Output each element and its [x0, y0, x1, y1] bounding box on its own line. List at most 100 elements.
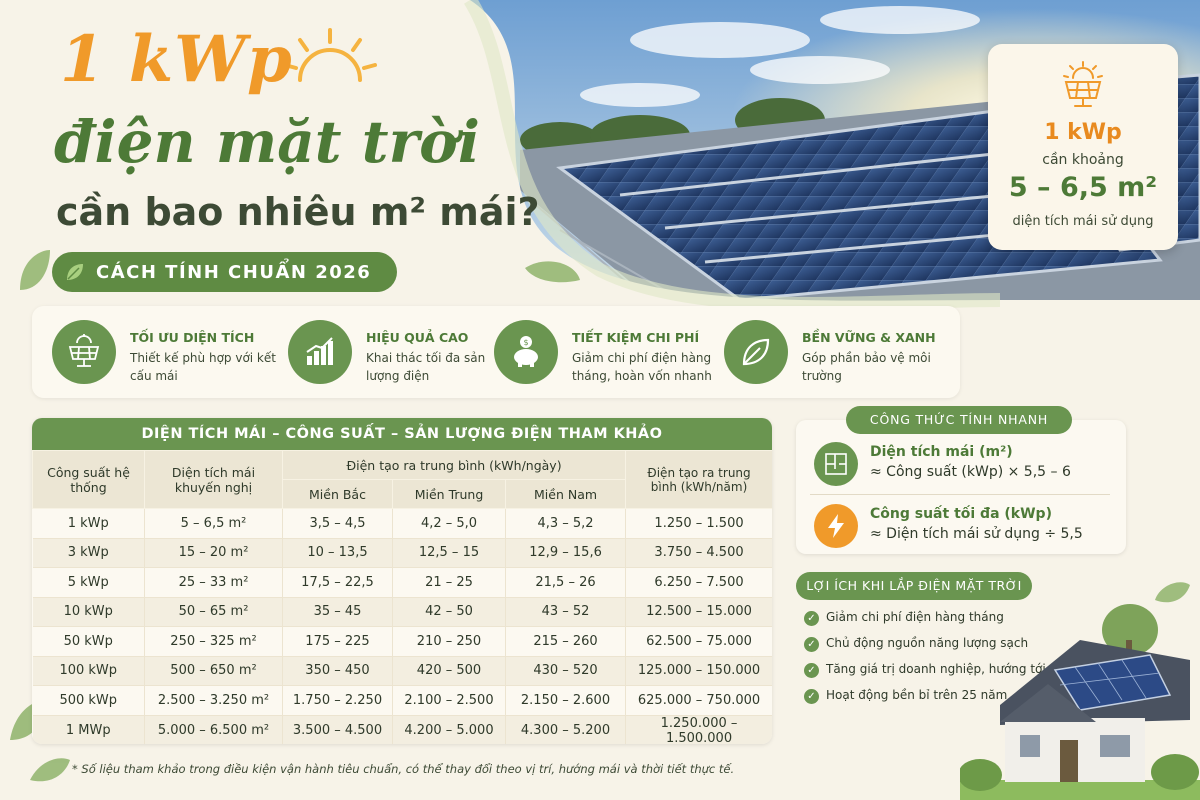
table-cell: 4,2 – 5,0: [392, 508, 506, 539]
table-cell: 100 kWp: [32, 656, 145, 686]
table-cell: 125.000 – 150.000: [625, 656, 772, 686]
data-table: Công suất hệ thống Diện tích mái khuyến …: [32, 450, 772, 744]
summary-area: 5 – 6,5 m²: [1008, 172, 1158, 203]
table-cell: 1 MWp: [32, 715, 145, 744]
formula-area-label: Diện tích mái (m²): [870, 444, 1013, 460]
table-cell: 50 – 65 m²: [144, 597, 283, 627]
table-cell: 420 – 500: [392, 656, 506, 686]
table-cell: 1 kWp: [32, 508, 145, 539]
feature-saving: $ TIẾT KIỆM CHI PHÍ Giảm chi phí điện hà…: [494, 306, 724, 398]
feature-title: TIẾT KIỆM CHI PHÍ: [572, 330, 700, 345]
table-cell: 42 – 50: [392, 597, 506, 627]
feature-title: TỐI ƯU DIỆN TÍCH: [130, 330, 255, 345]
table-cell: 3 kWp: [32, 538, 145, 568]
formula-power: Công suất tối đa (kWp) ≈ Diện tích mái s…: [814, 504, 1114, 554]
bar-chart-icon: [288, 320, 352, 384]
header-capacity: Công suất hệ thống: [32, 450, 145, 509]
table-cell: 2.500 – 3.250 m²: [144, 685, 283, 716]
table-cell: 175 – 225: [282, 626, 393, 657]
table-cell: 25 – 33 m²: [144, 567, 283, 598]
feature-desc: Khai thác tối đa sản lượng điện: [366, 351, 486, 383]
table-row: 100 kWp 500 – 650 m² 350 – 450 420 – 500 430…: [32, 656, 772, 686]
table-row: 500 kWp 2.500 – 3.250 m² 1.750 – 2.250 2.10…: [32, 685, 772, 716]
table-cell: 5.000 – 6.500 m²: [144, 715, 283, 744]
formula-title: CÔNG THỨC TÍNH NHANH: [846, 406, 1072, 434]
table-cell: 5 – 6,5 m²: [144, 508, 283, 539]
feature-desc: Thiết kế phù hợp với kết cấu mái: [130, 351, 276, 383]
table-cell: 35 – 45: [282, 597, 393, 627]
features-strip: TỐI ƯU DIỆN TÍCH Thiết kế phù hợp với kế…: [32, 306, 960, 398]
house-illustration: [960, 604, 1200, 800]
table-cell: 350 – 450: [282, 656, 393, 686]
feature-efficiency: HIỆU QUẢ CAO Khai thác tối đa sản lượng …: [288, 306, 488, 398]
reference-table: DIỆN TÍCH MÁI – CÔNG SUẤT – SẢN LƯỢNG ĐI…: [32, 418, 772, 744]
summary-desc: diện tích mái sử dụng: [1012, 214, 1154, 229]
table-cell: 21 – 25: [392, 567, 506, 598]
feature-title: HIỆU QUẢ CAO: [366, 330, 469, 345]
header-area: Diện tích mái khuyến nghị: [144, 450, 283, 509]
summary-capacity: 1 kWp: [1044, 120, 1122, 145]
method-label: CÁCH TÍNH CHUẨN 2026: [96, 261, 372, 283]
method-badge: CÁCH TÍNH CHUẨN 2026: [52, 252, 397, 292]
table-cell: 1.250 – 1.500: [625, 508, 772, 539]
summary-need: cần khoảng: [1042, 152, 1124, 168]
table-row: 5 kWp 25 – 33 m² 17,5 – 22,5 21 – 25 21,5 – …: [32, 567, 772, 598]
table-cell: 5 kWp: [32, 567, 145, 598]
title-question: cần bao nhiêu m² mái?: [56, 190, 540, 234]
feature-desc: Góp phần bảo vệ môi trường: [802, 351, 931, 383]
solar-panel-icon: [1063, 61, 1103, 107]
svg-text:$: $: [523, 338, 528, 347]
table-cell: 1.750 – 2.250: [282, 685, 393, 716]
divider: [810, 494, 1110, 495]
table-cell: 4.200 – 5.000: [392, 715, 506, 744]
table-cell: 50 kWp: [32, 626, 145, 657]
table-cell: 6.250 – 7.500: [625, 567, 772, 598]
table-cell: 430 – 520: [505, 656, 627, 686]
formula-area-expr: ≈ Công suất (kWp) × 5,5 – 6: [870, 464, 1071, 480]
benefits-title: LỢI ÍCH KHI LẮP ĐIỆN MẶT TRỜI: [796, 572, 1032, 600]
table-cell: 210 – 250: [392, 626, 506, 657]
table-cell: 4,3 – 5,2: [505, 508, 627, 539]
check-icon: ✓: [804, 611, 819, 626]
feature-desc: Giảm chi phí điện hàng tháng, hoàn vốn n…: [572, 351, 712, 383]
table-cell: 500 kWp: [32, 685, 145, 716]
table-cell: 12.500 – 15.000: [625, 597, 772, 627]
formula-card: Diện tích mái (m²) ≈ Công suất (kWp) × 5…: [796, 420, 1126, 554]
feature-optimize: TỐI ƯU DIỆN TÍCH Thiết kế phù hợp với kế…: [52, 306, 276, 398]
table-cell: 625.000 – 750.000: [625, 685, 772, 716]
table-cell: 1.250.000 – 1.500.000: [625, 715, 772, 744]
table-cell: 215 – 260: [505, 626, 627, 657]
feature-title: BỀN VỮNG & XANH: [802, 330, 936, 345]
table-row: 1 kWp 5 – 6,5 m² 3,5 – 4,5 4,2 – 5,0 4,3 – 5…: [32, 508, 772, 539]
check-icon: ✓: [804, 637, 819, 652]
title-capacity: 1 kWp: [60, 22, 293, 97]
leaf-icon: [67, 264, 83, 280]
table-cell: 3.750 – 4.500: [625, 538, 772, 568]
summary-card: 1 kWp cần khoảng 5 – 6,5 m² diện tích má…: [988, 44, 1178, 250]
table-cell: 2.150 – 2.600: [505, 685, 627, 716]
table-cell: 3,5 – 4,5: [282, 508, 393, 539]
leaf-icon: [724, 320, 788, 384]
header-yearly: Điện tạo ra trung bình (kWh/năm): [625, 450, 772, 509]
floor-plan-icon: [814, 442, 858, 486]
header-north: Miền Bắc: [282, 479, 393, 509]
check-icon: ✓: [804, 689, 819, 704]
table-cell: 21,5 – 26: [505, 567, 627, 598]
formula-power-expr: ≈ Diện tích mái sử dụng ÷ 5,5: [870, 526, 1083, 542]
title-solar: điện mặt trời: [54, 108, 480, 176]
table-cell: 500 – 650 m²: [144, 656, 283, 686]
table-cell: 43 – 52: [505, 597, 627, 627]
table-cell: 4.300 – 5.200: [505, 715, 627, 744]
header-central: Miền Trung: [392, 479, 506, 509]
table-row: 10 kWp 50 – 65 m² 35 – 45 42 – 50 43 – 52 12.…: [32, 597, 772, 627]
table-cell: 12,9 – 15,6: [505, 538, 627, 568]
feature-green: BỀN VỮNG & XANH Góp phần bảo vệ môi trườ…: [724, 306, 944, 398]
formula-area: Diện tích mái (m²) ≈ Công suất (kWp) × 5…: [814, 442, 1114, 492]
header-south: Miền Nam: [504, 479, 627, 509]
table-cell: 12,5 – 15: [392, 538, 506, 568]
table-cell: 250 – 325 m²: [144, 626, 283, 657]
table-row: 50 kWp 250 – 325 m² 175 – 225 210 – 250 215 …: [32, 626, 772, 657]
piggy-bank-icon: $: [494, 320, 558, 384]
table-cell: 17,5 – 22,5: [282, 567, 393, 598]
table-row: 3 kWp 15 – 20 m² 10 – 13,5 12,5 – 15 12,9 – …: [32, 538, 772, 568]
